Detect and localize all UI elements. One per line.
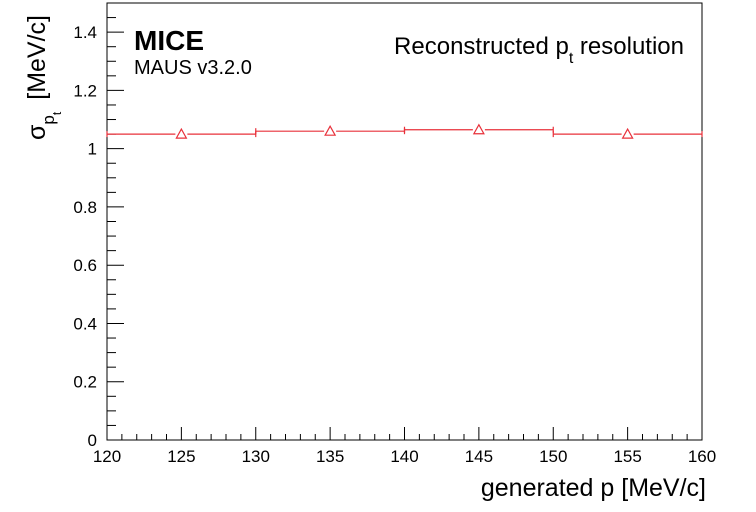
svg-text:σpt[MeV/c]: σpt [MeV/c] [23,15,64,140]
data-point [621,127,634,139]
experiment-label: MICE [134,25,204,56]
data-point [324,124,337,136]
chart-title-sub: t [569,50,574,67]
y-axis-label-sub: p [39,115,58,124]
y-tick-label: 1 [88,140,97,159]
chart-title: Reconstructed pt resolution [394,33,684,67]
y-tick-label: 1.4 [73,23,97,42]
x-tick-label: 140 [390,447,418,466]
y-axis-label-subsub: t [50,111,64,115]
y-tick-label: 0.2 [73,373,97,392]
x-tick-label: 155 [613,447,641,466]
y-tick-label: 0.8 [73,198,97,217]
software-label: MAUS v3.2.0 [134,57,252,79]
data-marks [106,123,703,139]
y-axis-label: σpt [MeV/c] [23,15,64,140]
y-axis-label-symbol: σ [23,124,51,140]
x-tick-label: 145 [465,447,493,466]
y-tick-label: 0.4 [73,314,97,333]
data-point [472,123,485,135]
x-tick-label: 160 [688,447,716,466]
data-point [175,127,188,139]
x-tick-label: 130 [242,447,270,466]
x-tick-label: 125 [167,447,195,466]
x-tick-label: 150 [539,447,567,466]
y-tick-label: 0 [88,431,97,450]
x-tick-label: 135 [316,447,344,466]
y-tick-label: 0.6 [73,256,97,275]
y-axis-label-unit: [MeV/c] [23,15,51,100]
axes: 120 125 130 135 140 145 150 155 160 0 0.2 0.4 0.6 0.8… [73,2,716,466]
y-tick-label: 1.2 [73,81,97,100]
x-tick-label: 120 [93,447,121,466]
x-axis-label: generated p [MeV/c] [481,474,706,502]
